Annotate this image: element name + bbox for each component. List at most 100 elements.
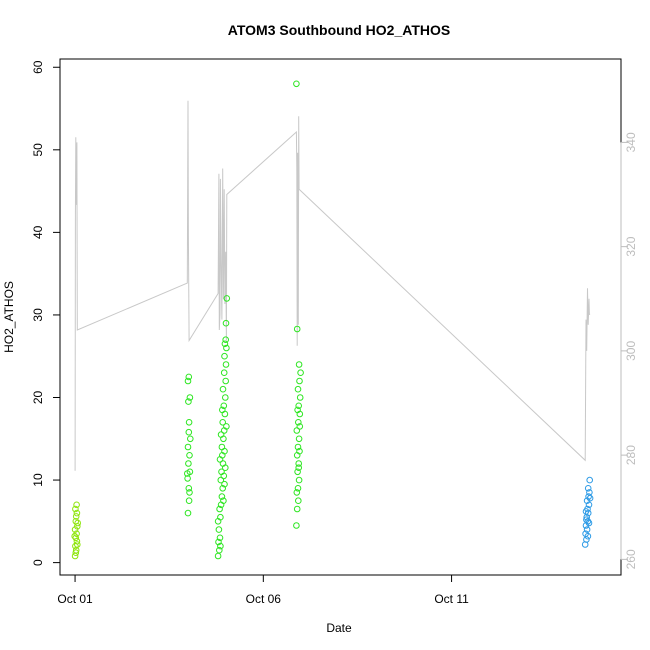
data-point	[73, 501, 80, 509]
data-point	[295, 476, 303, 484]
data-point	[222, 319, 230, 327]
data-point	[184, 509, 192, 517]
data-point	[219, 385, 227, 393]
data-point	[217, 431, 225, 438]
data-point	[184, 470, 191, 477]
data-point	[294, 443, 302, 451]
data-point	[185, 497, 193, 505]
data-point	[296, 377, 303, 385]
y2-tick-label: 340	[624, 132, 638, 152]
data-point	[222, 361, 230, 368]
secondary-series-line	[74, 100, 591, 471]
data-point	[184, 377, 192, 385]
data-point	[220, 369, 228, 377]
data-point	[583, 526, 591, 533]
y2-tick-label: 280	[624, 445, 638, 465]
data-point	[74, 541, 81, 548]
data-point	[215, 538, 222, 546]
data-point	[186, 452, 193, 459]
y2-tick-label: 300	[624, 341, 638, 361]
data-point	[73, 509, 81, 517]
data-point	[221, 340, 229, 348]
data-point	[293, 489, 301, 496]
data-point	[293, 522, 300, 529]
y-tick-label: 10	[31, 473, 45, 487]
data-point	[295, 435, 303, 443]
data-point	[218, 443, 226, 451]
data-point	[187, 435, 194, 443]
data-point	[216, 456, 224, 463]
y-tick-label: 40	[31, 225, 45, 239]
data-point	[585, 519, 593, 527]
data-point	[294, 406, 301, 414]
data-point	[221, 410, 229, 418]
data-point	[214, 552, 222, 560]
y-axis-label: HO2_ATHOS	[2, 281, 16, 353]
data-point	[217, 476, 225, 484]
y-tick-label: 0	[31, 559, 45, 566]
data-point	[586, 494, 594, 502]
y-tick-label: 30	[31, 308, 45, 322]
data-point	[184, 475, 191, 482]
points-layer	[71, 80, 594, 560]
data-point	[223, 344, 230, 352]
data-point	[185, 373, 193, 381]
x-axis-label: Date	[326, 621, 352, 635]
data-point	[294, 468, 301, 476]
x-tick-label: Oct 11	[434, 592, 469, 606]
data-point	[217, 513, 224, 521]
y-tick-label: 60	[31, 60, 45, 74]
data-point	[220, 497, 227, 505]
secondary-line-layer	[74, 100, 591, 471]
data-point	[72, 549, 80, 557]
plot-box	[59, 58, 622, 576]
data-point	[71, 526, 79, 533]
data-point	[295, 419, 302, 426]
data-point	[586, 476, 594, 484]
data-point	[186, 394, 194, 401]
y2-axis: 260 280 300 320 340	[620, 132, 638, 569]
data-point	[185, 485, 193, 492]
y2-tick-label: 260	[624, 549, 638, 569]
data-point	[294, 385, 302, 393]
data-point	[585, 493, 592, 500]
data-point	[296, 447, 303, 455]
y-axis: 0 10 20 30 40 50 60	[31, 60, 61, 566]
data-point	[294, 485, 302, 492]
data-point	[584, 532, 592, 540]
data-point	[74, 519, 81, 527]
data-point	[71, 532, 78, 540]
chart-title: ATOM3 Southbound HO2_ATHOS	[228, 22, 450, 38]
data-point	[218, 468, 225, 476]
x-tick-label: Oct 01	[57, 592, 93, 606]
data-point	[215, 526, 223, 533]
data-point	[185, 428, 193, 436]
data-point	[584, 518, 592, 525]
data-point	[222, 464, 229, 472]
data-point	[72, 518, 80, 525]
data-point	[216, 546, 223, 554]
data-point	[217, 542, 224, 550]
data-point	[72, 534, 80, 542]
data-point	[185, 460, 192, 467]
y2-tick-label: 320	[624, 236, 638, 256]
data-point	[219, 419, 226, 426]
data-point	[186, 489, 193, 496]
x-tick-label: Oct 06	[246, 592, 282, 606]
y-tick-label: 50	[31, 143, 45, 157]
data-point	[223, 295, 231, 302]
data-point	[222, 336, 229, 344]
data-point	[216, 534, 224, 542]
data-point	[296, 423, 304, 430]
data-point	[582, 508, 590, 515]
data-point	[222, 377, 229, 385]
data-point	[585, 501, 593, 509]
y-tick-label: 20	[31, 391, 45, 405]
data-point	[222, 394, 229, 401]
data-point	[297, 369, 304, 377]
x-axis: Oct 01 Oct 06 Oct 11	[57, 574, 469, 606]
data-point	[218, 493, 226, 500]
data-point	[185, 398, 192, 405]
data-point	[219, 406, 226, 414]
data-point	[185, 419, 193, 426]
